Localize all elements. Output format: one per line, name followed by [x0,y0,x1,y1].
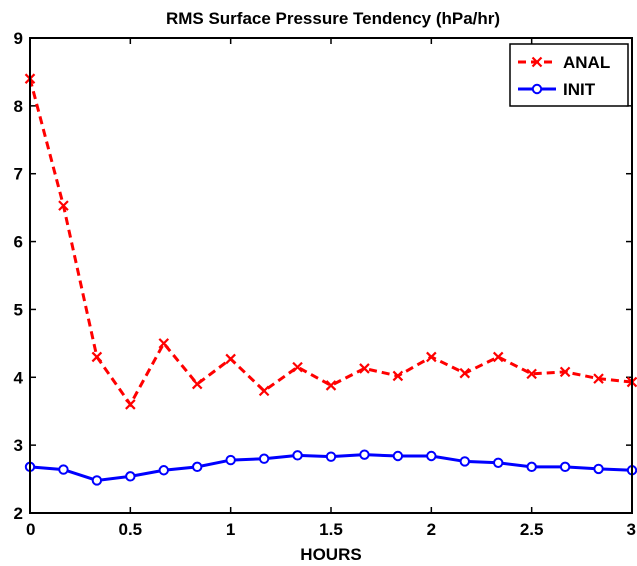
y-tick-label: 7 [14,165,23,184]
data-point-anal [392,370,404,382]
legend-box [509,43,629,107]
y-tick-label: 2 [14,504,23,523]
y-tick-label: 6 [14,233,23,252]
legend-label: ANAL [563,53,610,72]
plot-frame [29,37,633,514]
legend: ANAL INIT [509,43,629,107]
x-tick-label: 1 [226,520,235,539]
data-point-anal [593,373,604,384]
data-point-init [559,461,571,473]
data-point-anal [526,368,537,380]
x-axis: 0 0.5 1 1.5 2 2.5 3 [26,38,636,539]
data-point-anal [426,351,437,363]
data-point-init [593,463,604,475]
legend-marker [531,83,543,95]
data-point-anal [359,363,370,374]
data-point-anal [158,338,170,349]
x-tick-label: 2.5 [520,520,544,539]
data-point-init [125,471,136,482]
y-tick-label: 9 [14,29,23,48]
data-point-init [91,475,103,486]
data-point-anal [292,361,303,373]
data-point-anal [125,399,136,410]
x-tick-label: 1.5 [319,520,343,539]
series-layer [24,73,637,486]
chart-title: RMS Surface Pressure Tendency (hPa/hr) [166,9,500,28]
y-tick-label: 5 [14,300,23,319]
data-point-init [192,461,203,473]
x-axis-title: HOURS [300,545,361,564]
data-point-init [359,449,370,460]
data-point-init [325,451,337,462]
data-point-init [459,456,470,467]
data-point-init [292,450,303,461]
data-point-anal [191,378,203,390]
x-tick-label: 2 [427,520,436,539]
legend-entry-anal: ANAL [518,53,610,72]
data-point-anal [258,385,270,397]
data-point-anal [492,351,504,363]
data-point-anal [325,380,337,391]
legend-label: INIT [563,80,596,99]
y-tick-label: 8 [14,97,23,116]
data-point-init [225,454,236,466]
data-point-anal [58,200,69,211]
data-point-init [526,461,537,473]
data-point-anal [559,366,571,378]
plot-area [30,38,632,513]
data-point-anal [225,353,236,365]
x-tick-label: 3 [627,520,636,539]
data-point-init [493,457,504,468]
data-point-init [58,464,69,475]
y-tick-label: 4 [14,368,24,387]
data-point-init [426,450,437,462]
data-point-anal [91,351,103,363]
y-tick-label: 3 [14,436,23,455]
x-tick-label: 0 [26,520,35,539]
data-point-init [392,450,404,462]
data-point-anal [459,367,471,379]
x-tick-label: 0.5 [119,520,143,539]
data-point-init [258,453,270,464]
legend-entry-init: INIT [518,80,596,99]
legend-marker [531,56,543,68]
data-point-init [158,465,169,476]
